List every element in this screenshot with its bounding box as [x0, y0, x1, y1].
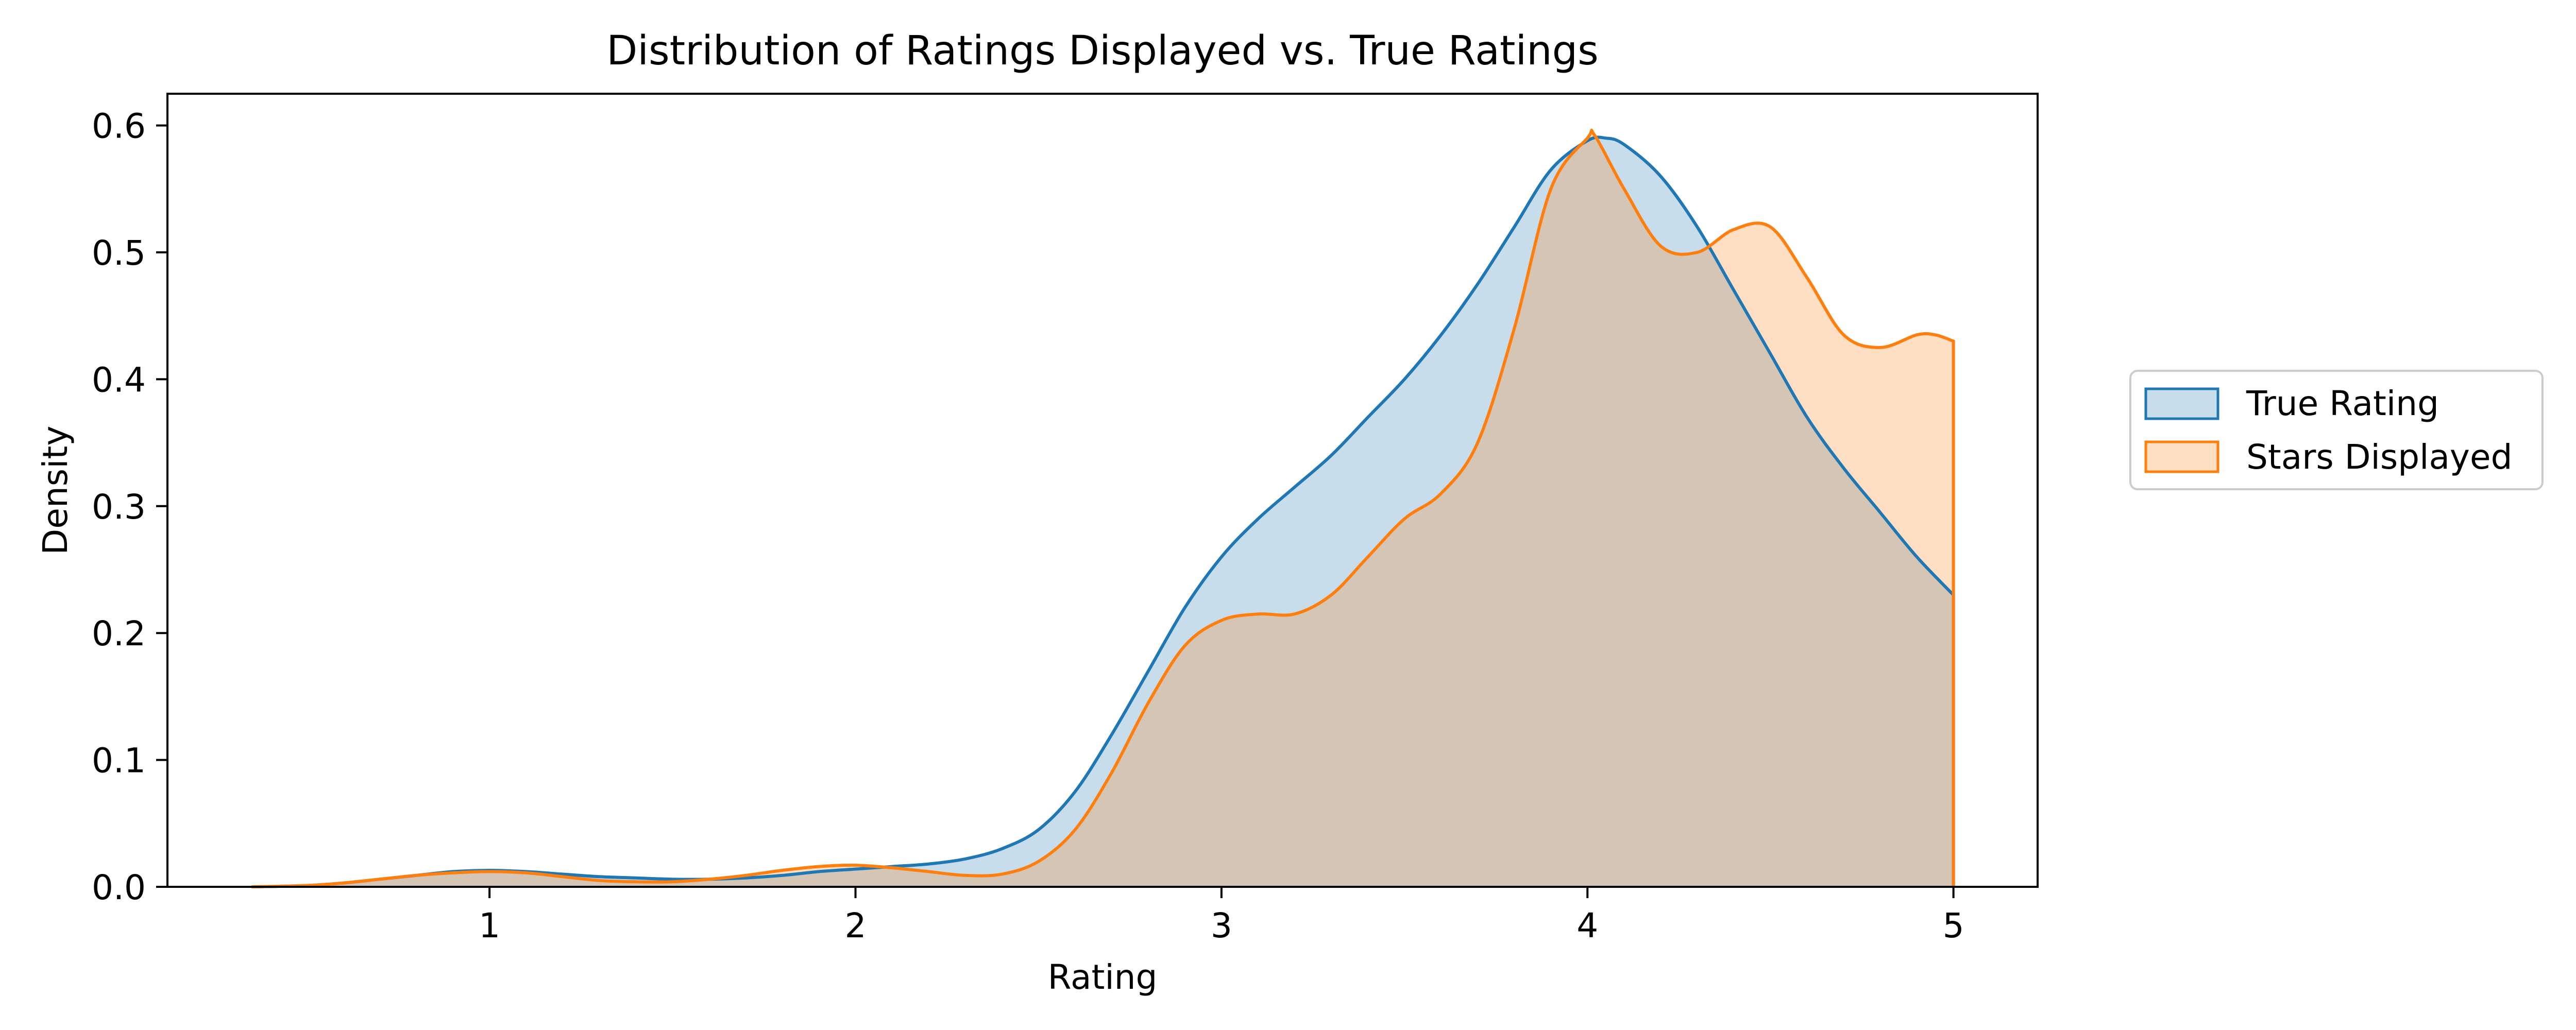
- y-tick-label: 0.6: [92, 107, 146, 146]
- legend-label-stars-displayed: Stars Displayed: [2246, 437, 2513, 477]
- y-tick-label: 0.1: [92, 741, 146, 781]
- chart-title: Distribution of Ratings Displayed vs. Tr…: [606, 28, 1599, 74]
- x-tick-label: 2: [844, 906, 866, 946]
- legend-swatch-true-rating: [2144, 387, 2219, 420]
- true-rating-fill: [251, 137, 1954, 887]
- stars-displayed-line: [251, 129, 1955, 888]
- y-axis: 0.0 0.1 0.2 0.3 0.4 0.5 0.6: [92, 107, 167, 907]
- x-axis: 1 2 3 4 5: [479, 887, 1964, 946]
- y-axis-label: Density: [36, 426, 75, 555]
- legend-swatch-stars-displayed: [2144, 440, 2219, 473]
- y-tick-label: 0.0: [92, 868, 146, 907]
- plot-area: [166, 93, 2039, 888]
- x-tick-label: 1: [479, 906, 500, 946]
- x-tick-label: 5: [1943, 906, 1964, 946]
- y-tick-label: 0.4: [92, 360, 146, 400]
- plot-frame: [166, 93, 2039, 888]
- y-tick-label: 0.2: [92, 614, 146, 654]
- x-tick-label: 4: [1577, 906, 1598, 946]
- legend-frame: [2129, 370, 2544, 490]
- stars-displayed-fill: [251, 130, 1954, 887]
- legend-label-true-rating: True Rating: [2246, 384, 2439, 423]
- true-rating-line: [251, 135, 1955, 888]
- y-tick-label: 0.3: [92, 487, 146, 527]
- y-tick-label: 0.5: [92, 233, 146, 273]
- x-axis-label: Rating: [1048, 957, 1158, 997]
- x-tick-label: 3: [1211, 906, 1232, 946]
- legend: True Rating Stars Displayed: [2129, 370, 2544, 490]
